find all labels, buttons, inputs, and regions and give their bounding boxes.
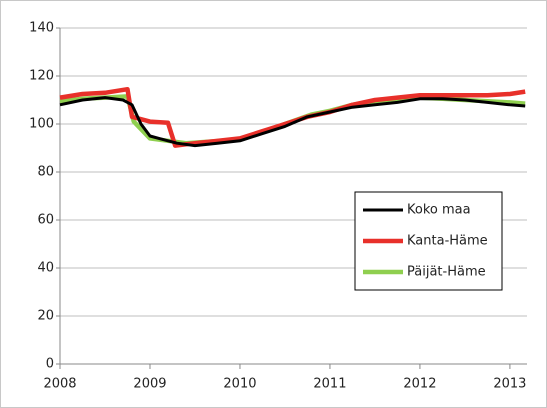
y-tick-label: 20: [37, 309, 54, 324]
x-tick-label: 2010: [223, 377, 256, 392]
x-tick-label: 2012: [403, 377, 436, 392]
y-tick-label: 120: [29, 69, 54, 84]
x-tick-label: 2009: [133, 377, 166, 392]
legend-label: Koko maa: [407, 203, 471, 218]
x-tick-label: 2008: [43, 377, 76, 392]
legend-label: Kanta-Häme: [407, 234, 488, 249]
y-tick-label: 60: [37, 213, 54, 228]
series-line: [59, 96, 526, 148]
y-tick-label: 100: [29, 117, 54, 132]
y-tick-label: 0: [46, 357, 54, 372]
legend-label: Päijät-Häme: [407, 265, 486, 280]
y-tick-label: 40: [37, 261, 54, 276]
y-tick-label: 140: [29, 21, 54, 36]
x-tick-label: 2011: [313, 377, 346, 392]
x-tick-label: 2013: [493, 377, 526, 392]
y-tick-label: 80: [37, 165, 54, 180]
series-line: [59, 86, 526, 148]
